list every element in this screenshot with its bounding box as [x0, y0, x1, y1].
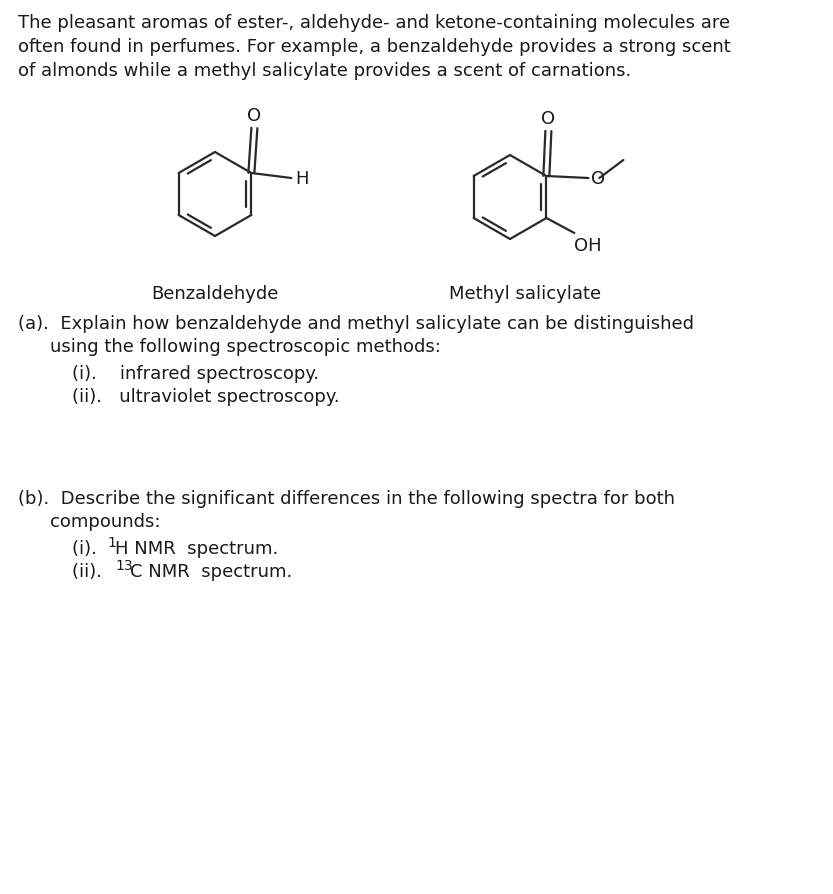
Text: using the following spectroscopic methods:: using the following spectroscopic method… — [50, 338, 441, 356]
Text: often found in perfumes. For example, a benzaldehyde provides a strong scent: often found in perfumes. For example, a … — [18, 38, 731, 56]
Text: O: O — [541, 110, 556, 128]
Text: 13: 13 — [115, 559, 132, 572]
Text: 1: 1 — [107, 536, 116, 550]
Text: Methyl salicylate: Methyl salicylate — [449, 284, 601, 303]
Text: C NMR  spectrum.: C NMR spectrum. — [130, 562, 292, 580]
Text: (a).  Explain how benzaldehyde and methyl salicylate can be distinguished: (a). Explain how benzaldehyde and methyl… — [18, 315, 694, 333]
Text: (i).    infrared spectroscopy.: (i). infrared spectroscopy. — [72, 365, 319, 383]
Text: OH: OH — [575, 237, 602, 255]
Text: H NMR  spectrum.: H NMR spectrum. — [115, 539, 278, 557]
Text: (ii).   ultraviolet spectroscopy.: (ii). ultraviolet spectroscopy. — [72, 388, 340, 406]
Text: O: O — [247, 107, 262, 125]
Text: The pleasant aromas of ester-, aldehyde- and ketone-containing molecules are: The pleasant aromas of ester-, aldehyde-… — [18, 14, 731, 32]
Text: (ii).: (ii). — [72, 562, 113, 580]
Text: O: O — [591, 170, 606, 188]
Text: of almonds while a methyl salicylate provides a scent of carnations.: of almonds while a methyl salicylate pro… — [18, 62, 631, 80]
Text: Benzaldehyde: Benzaldehyde — [152, 284, 279, 303]
Text: (i).: (i). — [72, 539, 108, 557]
Text: (b).  Describe the significant differences in the following spectra for both: (b). Describe the significant difference… — [18, 489, 675, 508]
Text: H: H — [296, 170, 309, 188]
Text: compounds:: compounds: — [50, 512, 161, 530]
